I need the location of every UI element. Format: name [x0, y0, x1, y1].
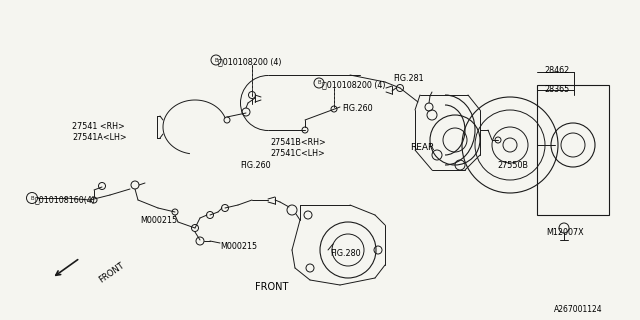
Text: B: B — [317, 81, 321, 85]
Text: 27550B: 27550B — [497, 161, 528, 170]
Text: 28462: 28462 — [544, 66, 569, 75]
Text: 27541C<LH>: 27541C<LH> — [270, 149, 324, 158]
Text: REAR: REAR — [410, 143, 435, 152]
Text: 27541 <RH>: 27541 <RH> — [72, 122, 125, 131]
Text: FIG.281: FIG.281 — [393, 74, 424, 83]
Text: Ⓒ010108200 (4): Ⓒ010108200 (4) — [218, 57, 282, 66]
Text: FIG.260: FIG.260 — [342, 104, 372, 113]
Text: B: B — [214, 58, 218, 62]
Text: 27541A<LH>: 27541A<LH> — [72, 133, 127, 142]
Text: A267001124: A267001124 — [554, 305, 603, 314]
Text: M000215: M000215 — [140, 216, 177, 225]
Text: M12007X: M12007X — [546, 228, 584, 237]
Text: 27541B<RH>: 27541B<RH> — [270, 138, 326, 147]
Text: FRONT: FRONT — [97, 261, 125, 285]
Text: M000215: M000215 — [220, 242, 257, 251]
Text: FIG.260: FIG.260 — [240, 161, 271, 170]
Text: Ⓒ010108160(4): Ⓒ010108160(4) — [35, 195, 96, 204]
Text: B: B — [30, 196, 34, 201]
Text: FRONT: FRONT — [255, 282, 289, 292]
Text: Ⓒ010108200 (4): Ⓒ010108200 (4) — [322, 80, 385, 89]
Text: 28365: 28365 — [544, 85, 569, 94]
Text: FIG.280: FIG.280 — [330, 249, 360, 258]
